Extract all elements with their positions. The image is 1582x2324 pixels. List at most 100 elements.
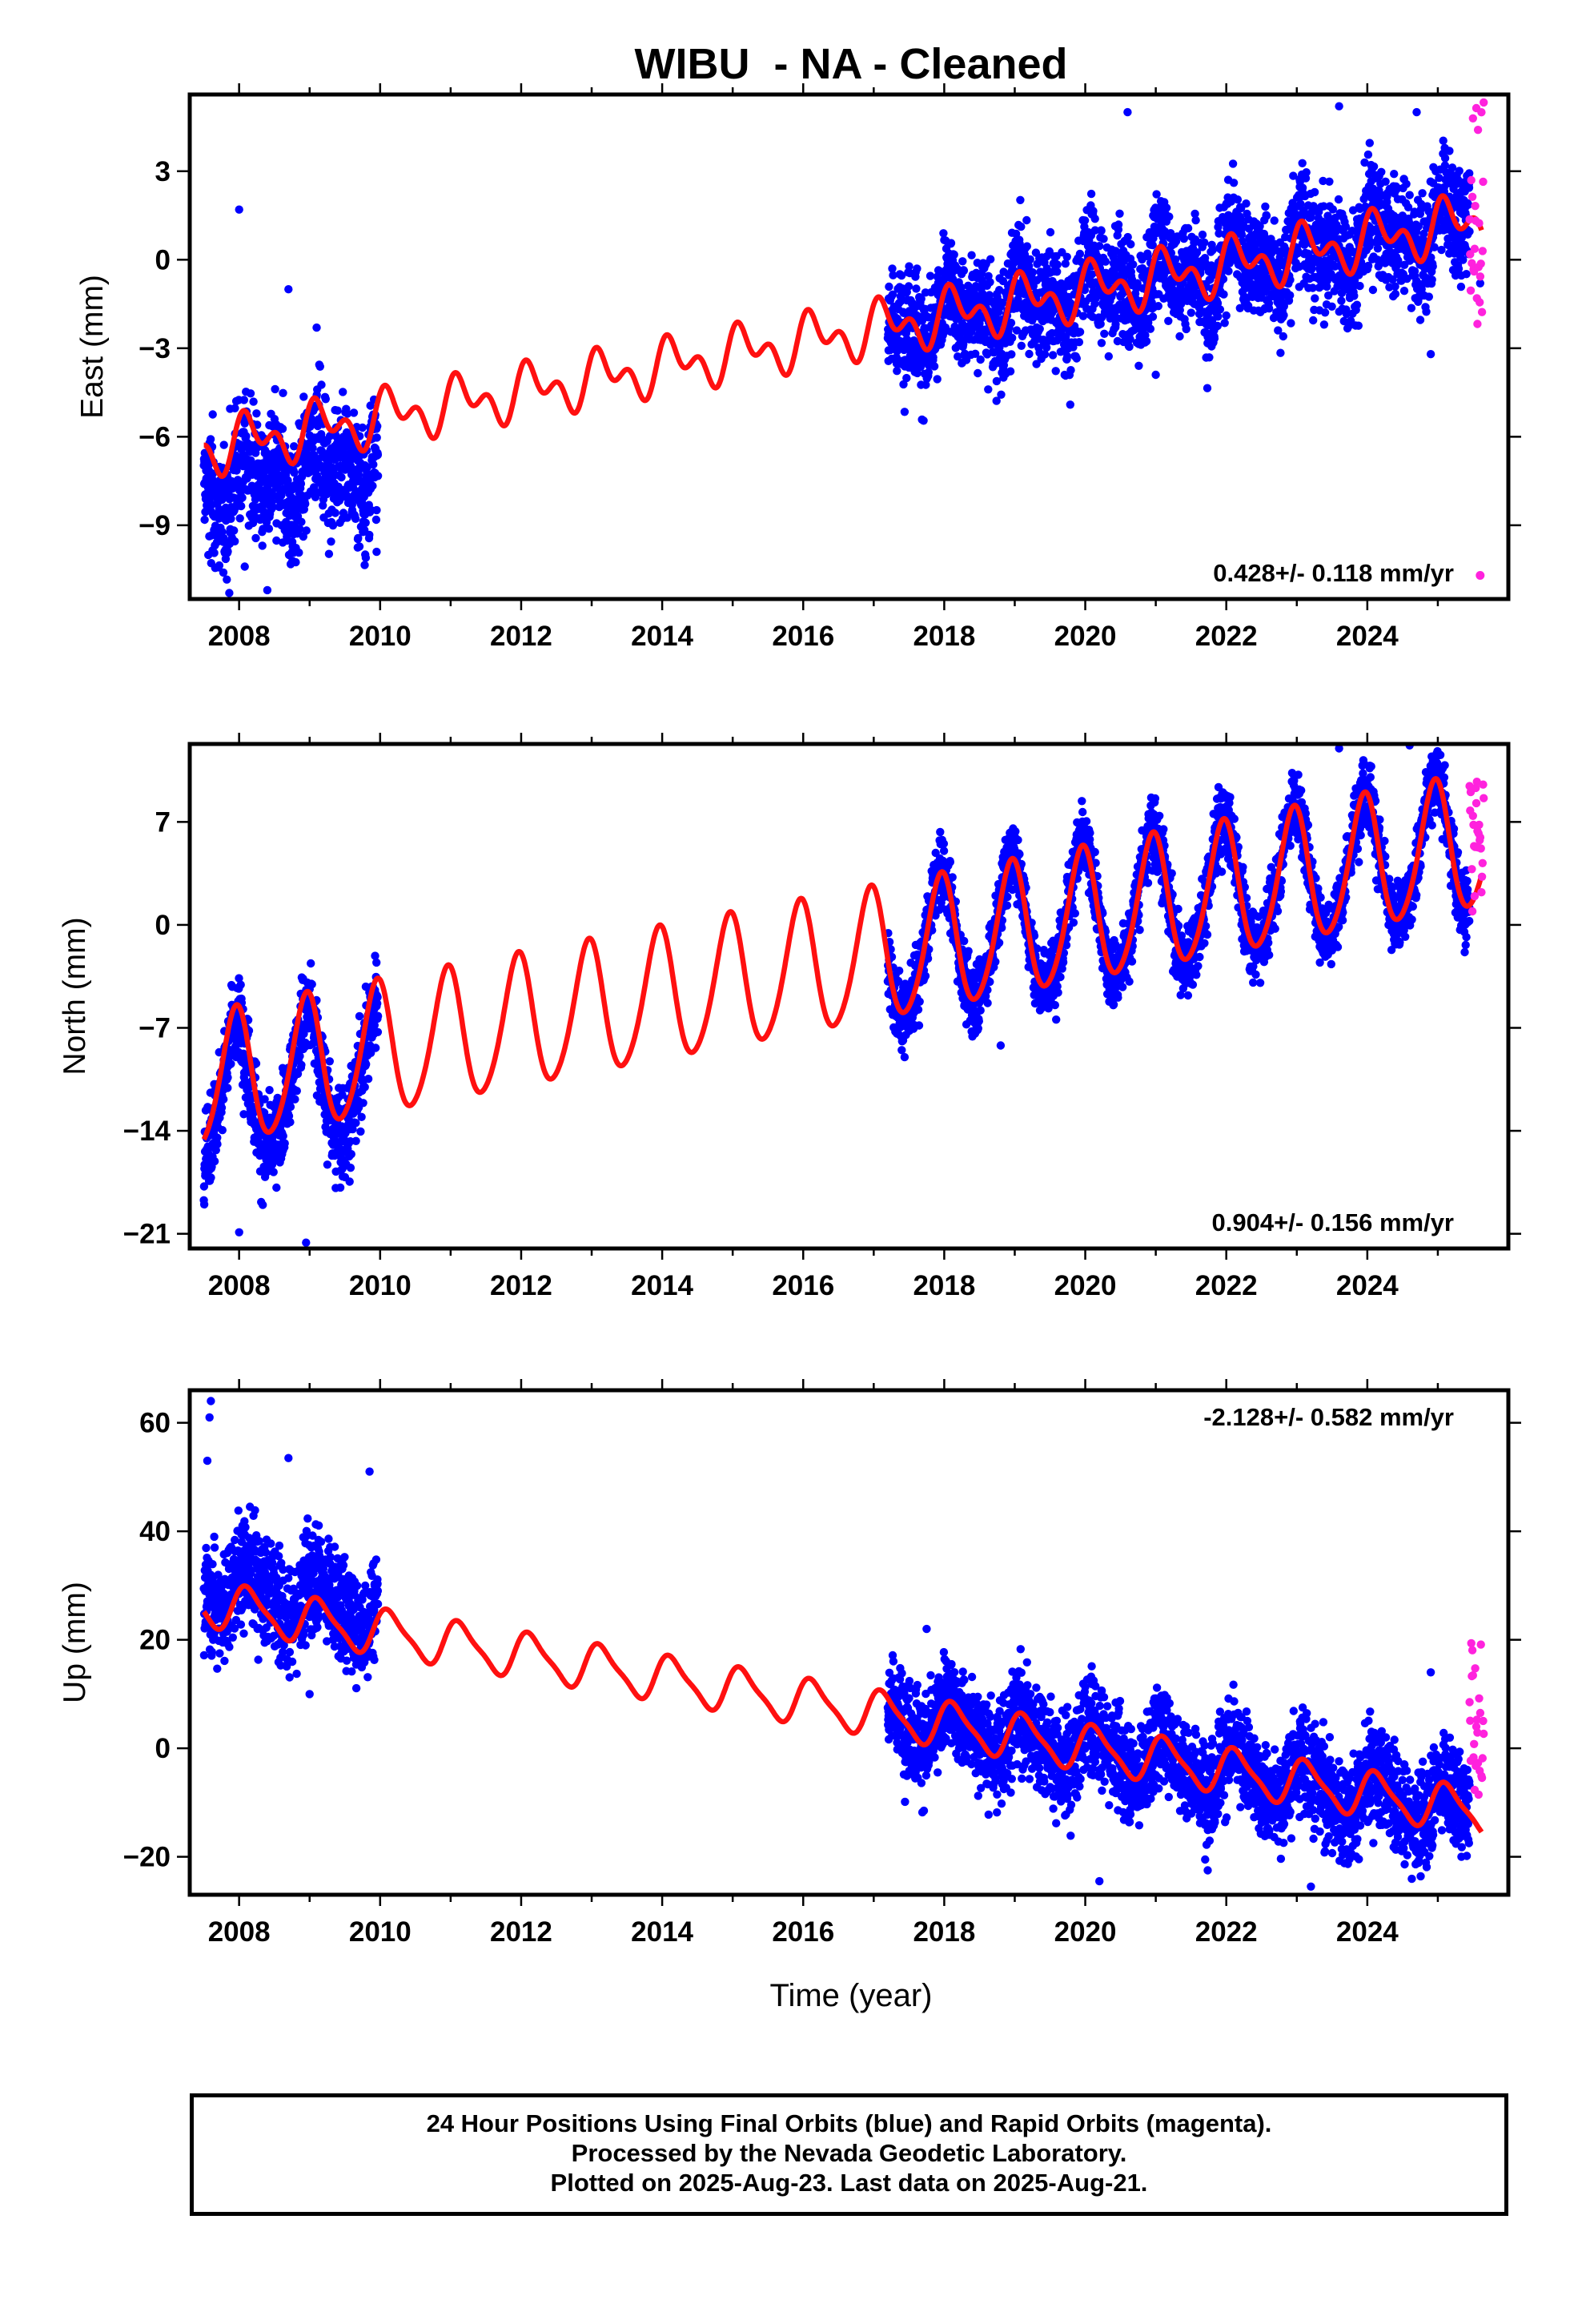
east-rapid-point (1477, 308, 1487, 316)
north-final-point (236, 980, 245, 989)
east-final-point (290, 442, 299, 451)
east-final-point (333, 406, 342, 415)
east-final-point (1311, 294, 1319, 303)
east-final-point (1097, 339, 1106, 348)
east-final-point (225, 589, 234, 597)
east-final-point (1146, 324, 1155, 333)
east-final-point (1213, 321, 1223, 331)
east-final-point (1074, 338, 1084, 347)
east-final-point (358, 423, 367, 432)
east-final-point (301, 500, 310, 509)
east-final-point (1219, 290, 1228, 299)
east-final-point (1072, 354, 1082, 363)
east-final-point (1391, 289, 1400, 299)
east-final-point (1350, 292, 1359, 300)
east-final-point (924, 368, 934, 377)
north-final-point (219, 1095, 228, 1104)
east-final-point (1276, 348, 1285, 357)
north-final-point (323, 1160, 332, 1169)
east-final-point (312, 471, 322, 480)
east-final-point (1428, 262, 1437, 271)
north-final-point (921, 971, 930, 980)
east-final-point (1123, 232, 1132, 242)
east-final-point (933, 375, 942, 384)
east-final-point (296, 479, 306, 489)
east-final-point (1100, 329, 1109, 338)
east-plot-area (199, 98, 1488, 597)
east-final-point (1369, 162, 1379, 171)
east-final-point (361, 553, 371, 562)
east-final-point (1424, 292, 1434, 301)
north-final-point (223, 1084, 232, 1092)
east-rapid-point (1473, 320, 1482, 328)
east-final-point (1352, 300, 1362, 309)
north-final-point (207, 1173, 215, 1182)
east-final-point (219, 568, 228, 577)
north-final-point (356, 1127, 365, 1136)
east-xtick-label: 2008 (208, 621, 271, 652)
east-final-point (1066, 400, 1075, 409)
north-final-point (373, 993, 382, 1002)
east-final-point (1133, 279, 1142, 287)
east-final-point (302, 526, 311, 535)
north-final-point (286, 1118, 295, 1127)
east-final-point (235, 514, 244, 523)
east-final-point (1097, 227, 1106, 235)
east-final-point (343, 409, 352, 418)
east-final-point (372, 505, 381, 515)
north-final-point (357, 1112, 366, 1122)
east-final-point (337, 472, 346, 482)
east-final-point (1111, 247, 1120, 255)
east-final-point (905, 262, 913, 271)
east-final-point (1215, 305, 1225, 314)
east-final-point (897, 271, 906, 280)
east-final-point (959, 266, 969, 275)
east-final-point (1262, 211, 1271, 220)
east-xtick-label: 2018 (913, 621, 975, 652)
east-final-point (1089, 207, 1098, 215)
east-final-point (1440, 161, 1450, 170)
north-final-point (291, 1095, 299, 1104)
east-final-point (279, 388, 287, 397)
east-final-point (1265, 304, 1274, 313)
north-final-point (223, 1073, 232, 1082)
east-outlier-point (1426, 350, 1435, 359)
east-final-point (1445, 147, 1454, 155)
east-final-point (1080, 216, 1090, 225)
east-final-point (268, 502, 278, 512)
east-final-point (902, 373, 911, 383)
east-xtick-label: 2016 (772, 621, 834, 652)
north-final-point (373, 1011, 383, 1020)
east-final-point (1011, 229, 1021, 239)
east-final-point (1354, 321, 1363, 330)
north-final-point (914, 1021, 924, 1030)
east-final-point (1402, 179, 1411, 188)
east-final-point (1319, 320, 1329, 329)
east-final-point (1186, 308, 1196, 317)
east-final-point (355, 542, 364, 551)
east-final-point (230, 526, 239, 535)
east-rapid-point (1467, 175, 1476, 185)
east-final-point (1165, 212, 1174, 221)
east-final-point (1008, 333, 1017, 343)
east-final-point (1191, 215, 1200, 225)
east-final-point (1022, 242, 1032, 251)
east-final-point (251, 533, 260, 543)
east-final-point (1286, 291, 1295, 300)
north-final-point (325, 1057, 334, 1066)
east-final-point (247, 481, 256, 490)
east-final-point (1090, 226, 1100, 235)
east-xtick-label: 2022 (1195, 621, 1258, 652)
east-final-point (1381, 177, 1390, 186)
east-final-point (1129, 260, 1138, 269)
east-outlier-point (284, 285, 293, 294)
east-final-point (1175, 332, 1184, 341)
east-final-point (1279, 332, 1288, 341)
east-rapid-point (1475, 219, 1484, 227)
east-final-point (1028, 267, 1038, 277)
north-final-point (371, 1043, 380, 1052)
east-outlier-point (240, 562, 249, 571)
east-final-point (278, 424, 287, 433)
east-outlier-point (263, 585, 272, 595)
north-final-point (218, 1126, 227, 1135)
